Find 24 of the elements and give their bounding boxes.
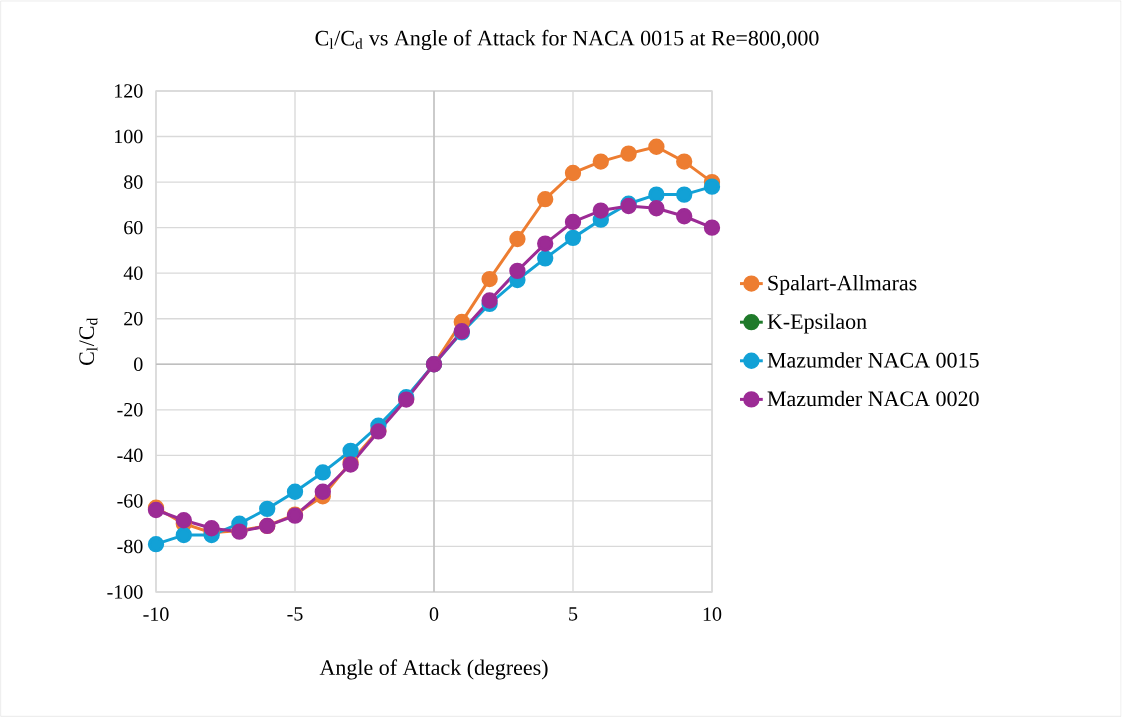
y-tick-label: 100 [115, 129, 143, 144]
y-tick-label: -60 [117, 494, 143, 508]
x-axis-title: Angle of Attack (degrees) [319, 659, 548, 680]
x-tick-label: 10 [703, 607, 722, 621]
legend-label: K-Epsilaon [767, 313, 867, 334]
y-tick-label: 40 [123, 266, 143, 280]
y-tick-label: -40 [117, 448, 143, 463]
legend-label: Mazumder NACA 0020 [767, 390, 979, 407]
y-tick-label: -20 [117, 403, 143, 417]
y-tick-label: -80 [117, 539, 143, 554]
x-tick-label: -10 [143, 607, 169, 621]
legend-label: Mazumder NACA 0015 [767, 352, 979, 368]
x-tick-label: -5 [287, 607, 303, 621]
y-tick-label: 60 [124, 220, 143, 235]
legend-label: Spalart-Allmaras [768, 274, 917, 295]
y-axis-title: C$_{l}$/C$_{d}$ [79, 317, 98, 365]
y-tick-label: -100 [107, 585, 143, 599]
y-tick-label: 80 [124, 175, 143, 189]
y-tick-label: 120 [115, 84, 143, 98]
y-tick-label: 20 [124, 311, 143, 326]
x-tick-label: 0 [429, 607, 439, 621]
chart-title: C$_{l}$/C$_{d}$ vs Angle of Attack for NACA 0015 at Re=800,000 [315, 29, 819, 51]
x-tick-label: 5 [569, 607, 578, 621]
y-tick-label: 0 [134, 357, 143, 371]
